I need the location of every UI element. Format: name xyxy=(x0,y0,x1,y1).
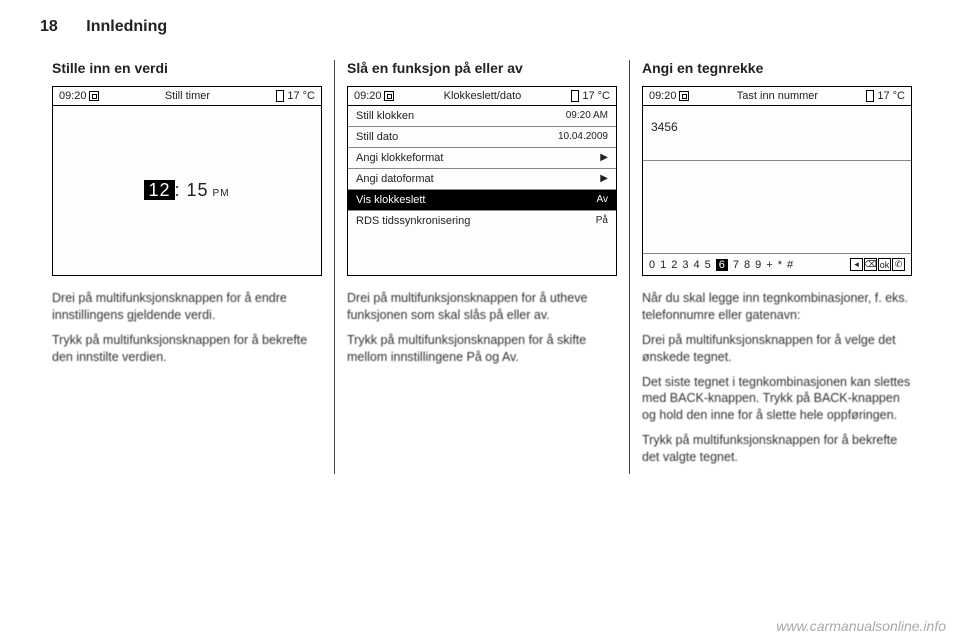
col2-p1: Drei på multifunksjonsknappen for å uthe… xyxy=(347,290,617,324)
timer-hour-selected: 12 xyxy=(144,180,174,200)
row-label: Vis klokkeslett xyxy=(356,194,426,206)
row-label: RDS tidssynkronisering xyxy=(356,215,470,227)
screen1-time-text: 09:20 xyxy=(59,90,87,102)
thermometer-icon xyxy=(276,90,284,102)
watermark: www.carmanualsonline.info xyxy=(776,618,946,634)
col3-p3: Det siste tegnet i tegnkombinasjonen kan… xyxy=(642,374,912,425)
column-3: Angi en tegnrekke 09:20 Tast inn nummer … xyxy=(629,60,924,474)
settings-row: Vis klokkeslett Av xyxy=(348,190,616,211)
screen1-temp-text: 17 °C xyxy=(287,90,315,102)
page-number: 18 xyxy=(40,18,58,35)
screen1-body: 12: 15 PM xyxy=(53,106,321,275)
screen2-time-text: 09:20 xyxy=(354,90,382,102)
content-columns: Stille inn en verdi 09:20 Still timer 17… xyxy=(40,60,920,474)
timer-value: 12: 15 PM xyxy=(144,180,229,201)
settings-row: Angi datoformat ▶ xyxy=(348,169,616,190)
digit-key: 6 xyxy=(716,259,728,271)
screen2-time: 09:20 xyxy=(354,90,394,102)
settings-row: Angi klokkeformat ▶ xyxy=(348,148,616,169)
screen-number-entry: 09:20 Tast inn nummer 17 °C 3456 0123456… xyxy=(642,86,912,276)
settings-row: RDS tidssynkronisering På xyxy=(348,211,616,231)
digit-key: 3 xyxy=(682,259,688,271)
digit-key: + xyxy=(766,259,772,271)
digit-key: 8 xyxy=(744,259,750,271)
digit-key: 9 xyxy=(755,259,761,271)
row-value: På xyxy=(596,215,608,227)
col2-p2: Trykk på multifunksjonsknappen for å ski… xyxy=(347,332,617,366)
thermometer-icon xyxy=(866,90,874,102)
clock-icon xyxy=(384,91,394,101)
digit-key: # xyxy=(787,259,793,271)
clock-icon xyxy=(89,91,99,101)
screen2-temp-text: 17 °C xyxy=(582,90,610,102)
timer-pm: PM xyxy=(213,188,230,199)
col3-p4: Trykk på multifunksjonsknappen for å bek… xyxy=(642,432,912,466)
row-value: ▶ xyxy=(600,173,608,185)
digit-key: 7 xyxy=(733,259,739,271)
col3-p1: Når du skal legge inn tegnkombinasjoner,… xyxy=(642,290,912,324)
digit-key: * xyxy=(778,259,782,271)
screen3-title: Tast inn nummer xyxy=(737,90,818,102)
digit-key: 5 xyxy=(705,259,711,271)
screen3-time: 09:20 xyxy=(649,90,689,102)
screen1-header: 09:20 Still timer 17 °C xyxy=(53,87,321,106)
digit-key: 1 xyxy=(660,259,666,271)
row-value: 10.04.2009 xyxy=(558,131,608,143)
settings-row: Still dato 10.04.2009 xyxy=(348,127,616,148)
col1-p1: Drei på multifunksjonsknappen for å endr… xyxy=(52,290,322,324)
col3-heading: Angi en tegnrekke xyxy=(642,60,912,76)
col3-p2: Drei på multifunksjonsknappen for å velg… xyxy=(642,332,912,366)
screen3-time-text: 09:20 xyxy=(649,90,677,102)
digit-key: 0 xyxy=(649,259,655,271)
action-icon: ⌫ xyxy=(864,258,877,271)
screen2-header: 09:20 Klokkeslett/dato 17 °C xyxy=(348,87,616,106)
thermometer-icon xyxy=(571,90,579,102)
screen2-body: Still klokken 09:20 AM Still dato 10.04.200… xyxy=(348,106,616,275)
col2-heading: Slå en funksjon på eller av xyxy=(347,60,617,76)
keypad-row: 0123456789 + * # ◂⌫ok✆ xyxy=(643,253,911,275)
action-icon: ◂ xyxy=(850,258,863,271)
row-value: ▶ xyxy=(600,152,608,164)
screen2-temp: 17 °C xyxy=(571,90,610,102)
page-header: 18 Innledning xyxy=(40,18,167,36)
row-value: 09:20 AM xyxy=(566,110,608,122)
screen3-body: 3456 0123456789+*# ◂⌫ok✆ xyxy=(643,106,911,275)
screen-still-timer: 09:20 Still timer 17 °C 12: 15 PM xyxy=(52,86,322,276)
row-label: Still dato xyxy=(356,131,398,143)
row-value: Av xyxy=(597,194,609,206)
col1-heading: Stille inn en verdi xyxy=(52,60,322,76)
screen3-header: 09:20 Tast inn nummer 17 °C xyxy=(643,87,911,106)
row-label: Angi datoformat xyxy=(356,173,434,185)
column-1: Stille inn en verdi 09:20 Still timer 17… xyxy=(40,60,334,474)
entered-number: 3456 xyxy=(643,106,911,161)
digit-list: 0123456789 + * # xyxy=(649,259,793,271)
settings-row: Still klokken 09:20 AM xyxy=(348,106,616,127)
action-icons: ◂⌫ok✆ xyxy=(850,258,905,271)
screen3-temp: 17 °C xyxy=(866,90,905,102)
digit-key: 4 xyxy=(694,259,700,271)
screen3-temp-text: 17 °C xyxy=(877,90,905,102)
screen2-title: Klokkeslett/dato xyxy=(444,90,522,102)
row-label: Angi klokkeformat xyxy=(356,152,443,164)
row-label: Still klokken xyxy=(356,110,414,122)
section-title: Innledning xyxy=(86,18,167,35)
timer-minute: : 15 xyxy=(175,180,209,200)
column-2: Slå en funksjon på eller av 09:20 Klokke… xyxy=(334,60,629,474)
action-icon: ok xyxy=(878,258,891,271)
screen1-time: 09:20 xyxy=(59,90,99,102)
screen-date-time: 09:20 Klokkeslett/dato 17 °C Still klokk… xyxy=(347,86,617,276)
col1-p2: Trykk på multifunksjonsknappen for å bek… xyxy=(52,332,322,366)
screen1-title: Still timer xyxy=(165,90,210,102)
digit-key: 2 xyxy=(671,259,677,271)
screen1-temp: 17 °C xyxy=(276,90,315,102)
clock-icon xyxy=(679,91,689,101)
action-icon: ✆ xyxy=(892,258,905,271)
